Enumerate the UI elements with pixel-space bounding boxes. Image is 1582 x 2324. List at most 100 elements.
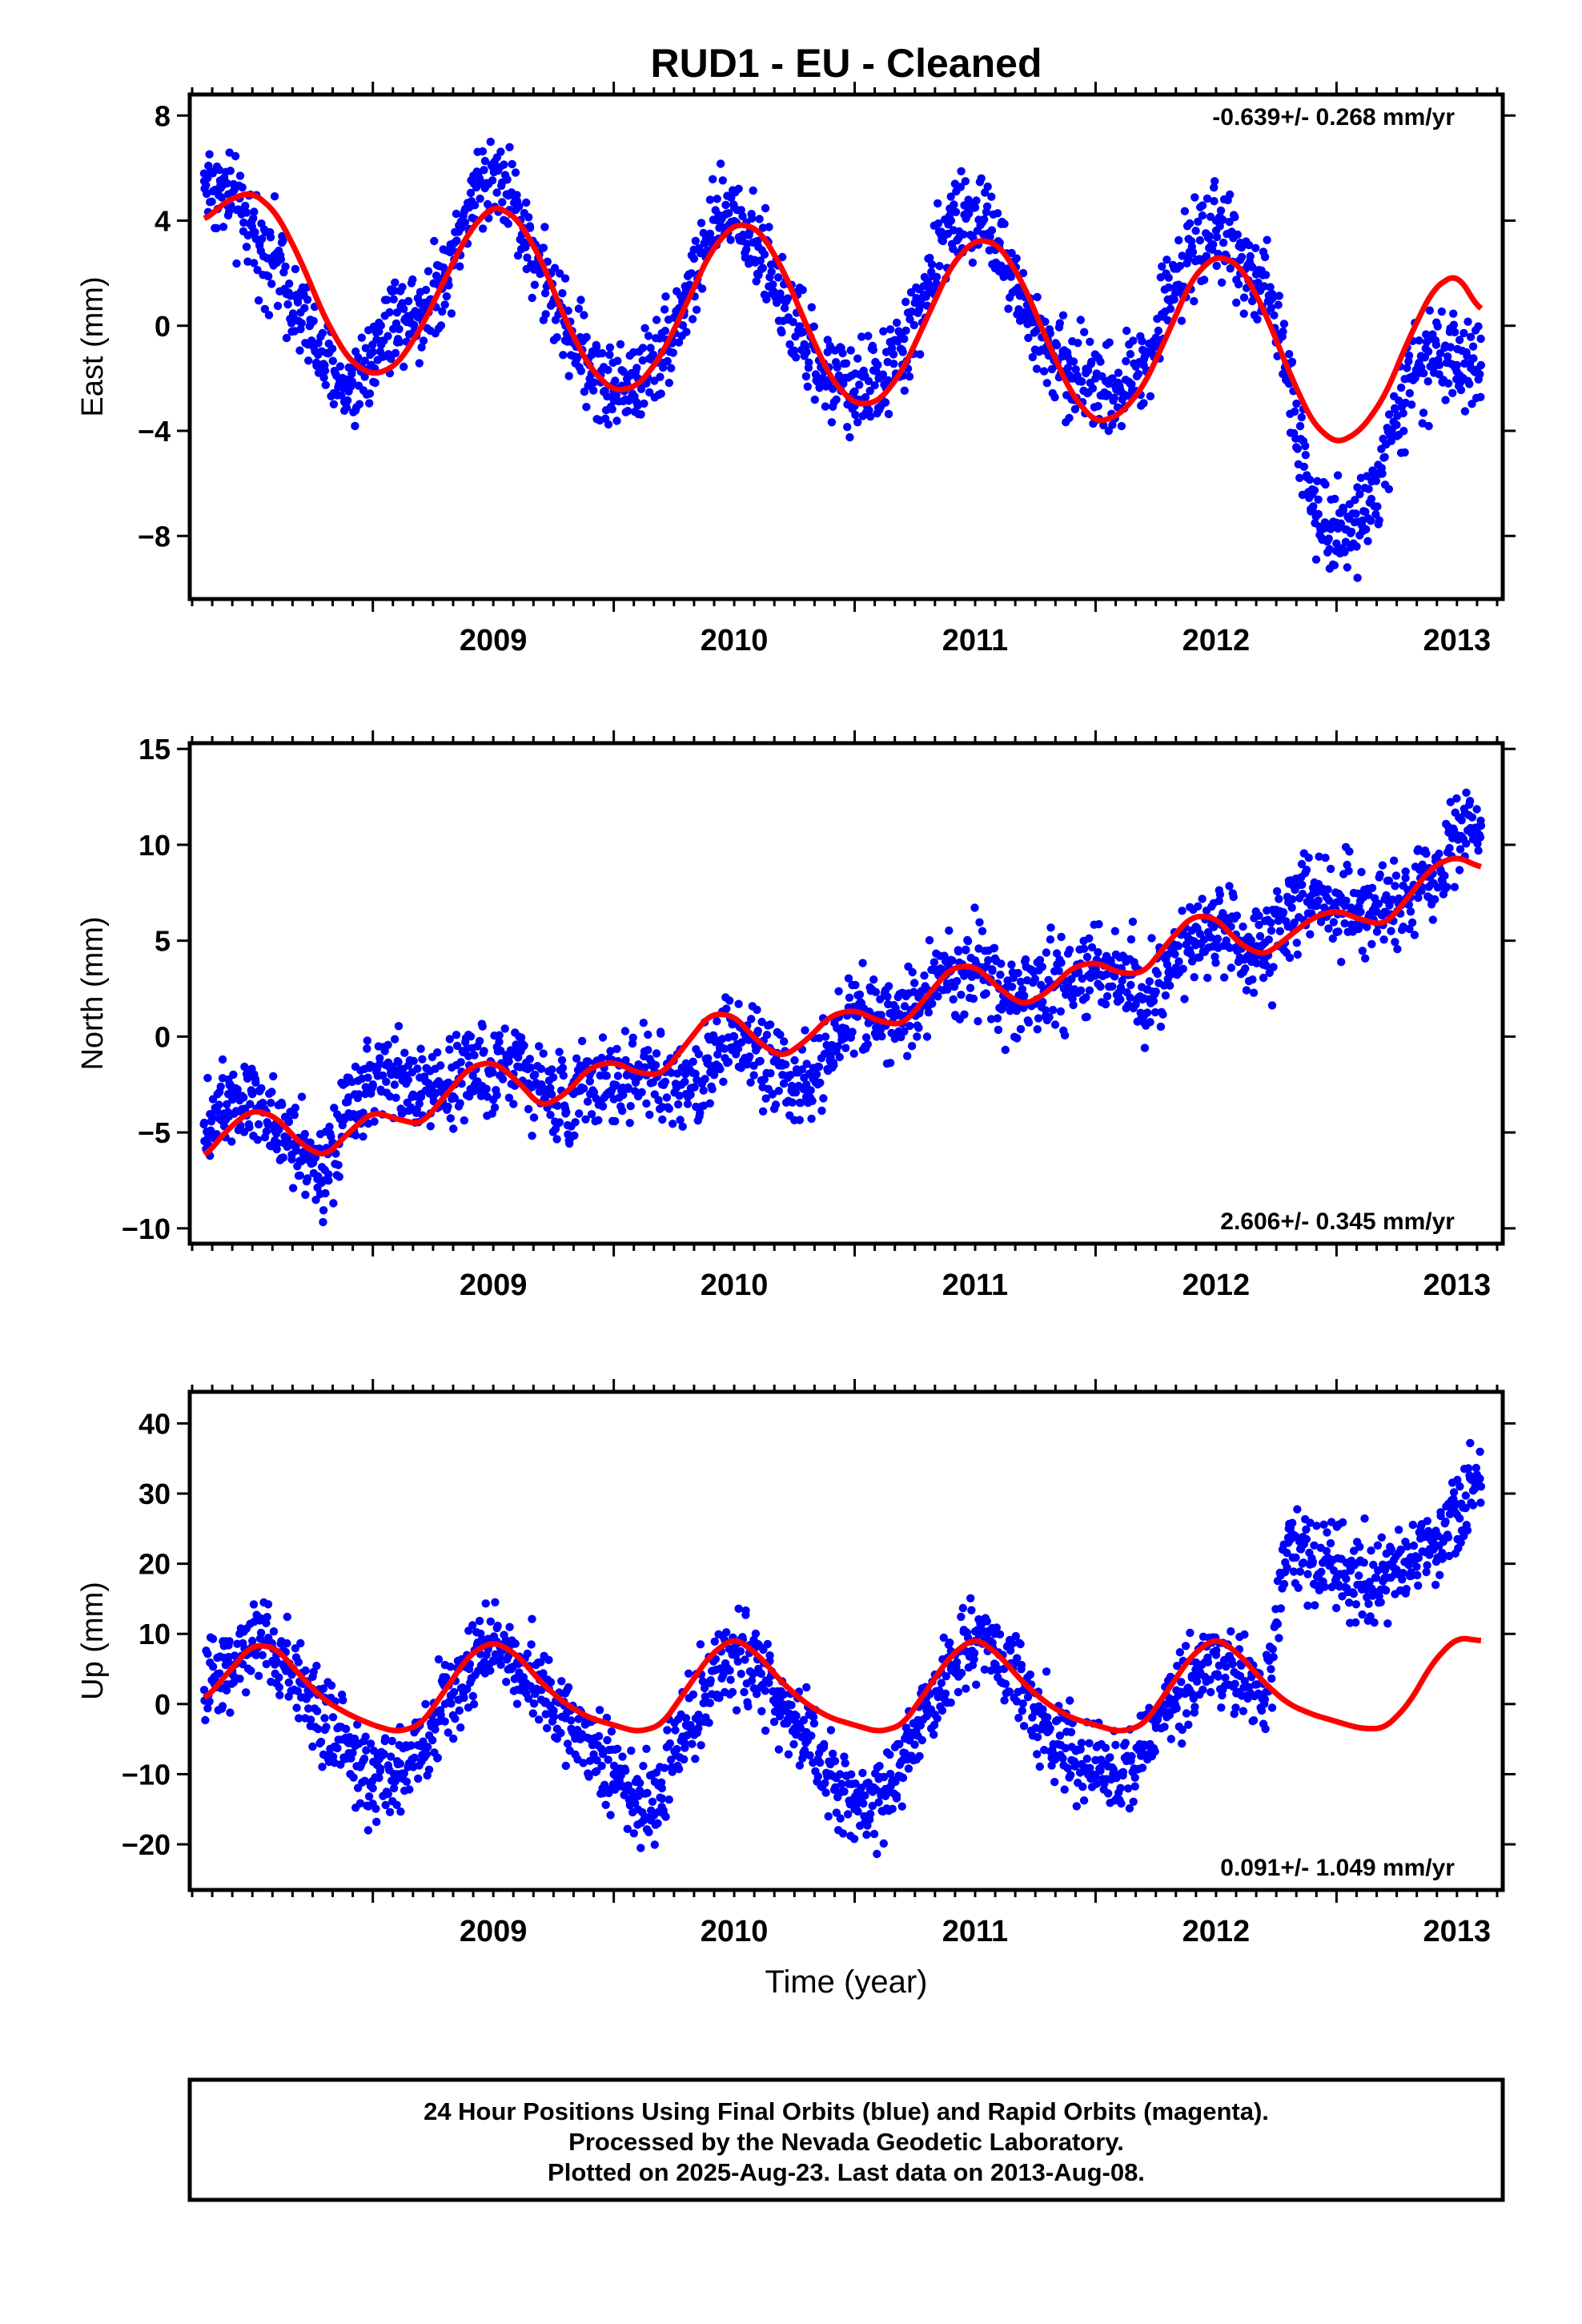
north-point bbox=[1379, 935, 1388, 944]
east-point bbox=[320, 360, 329, 370]
up-point bbox=[511, 1639, 520, 1648]
east-point bbox=[1108, 374, 1117, 383]
east-point bbox=[721, 200, 730, 210]
north-point bbox=[1462, 839, 1471, 848]
east-point bbox=[900, 335, 909, 344]
north-point bbox=[598, 1033, 608, 1042]
north-point bbox=[1142, 1008, 1152, 1017]
north-point bbox=[546, 1111, 555, 1120]
north-point bbox=[920, 971, 929, 980]
north-point bbox=[683, 1100, 693, 1108]
north-point bbox=[883, 992, 892, 1001]
north-point bbox=[383, 1040, 392, 1050]
east-point bbox=[1274, 300, 1283, 309]
north-point bbox=[363, 1036, 371, 1045]
east-point bbox=[1443, 352, 1452, 361]
north-point bbox=[504, 1093, 514, 1103]
north-point bbox=[267, 1099, 275, 1108]
up-point bbox=[1026, 1670, 1035, 1679]
east-point bbox=[1078, 377, 1086, 386]
north-point bbox=[526, 1063, 536, 1072]
east-point bbox=[1279, 327, 1287, 336]
east-point bbox=[1404, 374, 1413, 383]
east-point bbox=[1105, 338, 1114, 347]
up-point bbox=[496, 1660, 505, 1669]
up-point bbox=[407, 1741, 416, 1750]
east-point bbox=[640, 324, 649, 332]
north-point bbox=[253, 1136, 262, 1144]
east-point bbox=[1063, 364, 1073, 372]
up-point bbox=[953, 1658, 962, 1667]
east-point bbox=[1096, 357, 1105, 366]
east-point bbox=[492, 188, 501, 197]
east-point bbox=[716, 159, 725, 168]
north-point bbox=[1456, 845, 1465, 854]
up-point bbox=[799, 1715, 809, 1725]
up-point bbox=[821, 1779, 829, 1787]
north-point bbox=[1091, 965, 1100, 974]
up-point bbox=[203, 1650, 212, 1659]
east-point bbox=[850, 387, 859, 396]
north-point bbox=[819, 1094, 828, 1103]
up-point bbox=[715, 1694, 724, 1703]
north-point bbox=[1062, 990, 1070, 999]
north-point bbox=[456, 1058, 465, 1067]
north-point bbox=[620, 1027, 630, 1035]
north-point bbox=[778, 1071, 787, 1080]
up-point bbox=[917, 1735, 927, 1745]
north-point bbox=[1321, 854, 1330, 862]
north-point bbox=[642, 1099, 651, 1108]
east-point bbox=[285, 279, 294, 288]
north-point bbox=[673, 1069, 682, 1078]
north-point bbox=[780, 1037, 789, 1046]
east-point bbox=[452, 236, 461, 245]
up-point bbox=[680, 1755, 689, 1764]
east-point bbox=[656, 389, 665, 398]
up-point bbox=[389, 1783, 399, 1793]
east-y-tick-label: −4 bbox=[138, 415, 171, 448]
north-point bbox=[1042, 948, 1051, 957]
east-point bbox=[1299, 462, 1309, 471]
east-point bbox=[604, 365, 612, 375]
east-point bbox=[1355, 489, 1364, 499]
east-point bbox=[1361, 507, 1370, 517]
north-data-points bbox=[199, 788, 1486, 1227]
up-point bbox=[322, 1723, 331, 1731]
north-point bbox=[1038, 997, 1047, 1007]
east-point bbox=[421, 285, 431, 295]
east-point bbox=[344, 387, 353, 396]
east-point bbox=[1083, 366, 1093, 375]
up-point bbox=[942, 1672, 951, 1681]
north-point bbox=[404, 1076, 413, 1084]
up-point bbox=[1077, 1739, 1086, 1747]
north-point bbox=[1462, 788, 1471, 797]
east-point bbox=[905, 315, 914, 324]
up-point bbox=[691, 1755, 700, 1763]
north-point bbox=[1213, 935, 1223, 943]
north-point bbox=[1443, 883, 1452, 891]
north-point bbox=[1267, 1001, 1277, 1010]
north-point bbox=[676, 1116, 685, 1124]
north-point bbox=[1375, 870, 1384, 879]
east-point bbox=[365, 389, 375, 398]
north-point bbox=[1457, 816, 1466, 825]
east-point bbox=[636, 384, 646, 393]
north-point bbox=[1227, 963, 1236, 972]
north-point bbox=[470, 1051, 479, 1059]
north-point bbox=[295, 1171, 304, 1180]
north-point bbox=[669, 1120, 677, 1128]
up-point bbox=[1008, 1639, 1017, 1648]
east-point bbox=[1314, 509, 1323, 519]
east-point bbox=[1308, 505, 1317, 514]
east-point bbox=[1247, 296, 1257, 306]
up-point bbox=[1047, 1761, 1056, 1770]
north-point bbox=[1319, 903, 1329, 912]
up-point bbox=[904, 1764, 913, 1773]
east-point bbox=[1248, 263, 1257, 271]
north-point bbox=[1417, 887, 1426, 895]
north-point bbox=[1332, 898, 1341, 907]
east-point bbox=[400, 304, 408, 313]
north-point bbox=[1211, 959, 1220, 967]
north-point bbox=[456, 1099, 464, 1108]
east-point bbox=[456, 262, 464, 271]
